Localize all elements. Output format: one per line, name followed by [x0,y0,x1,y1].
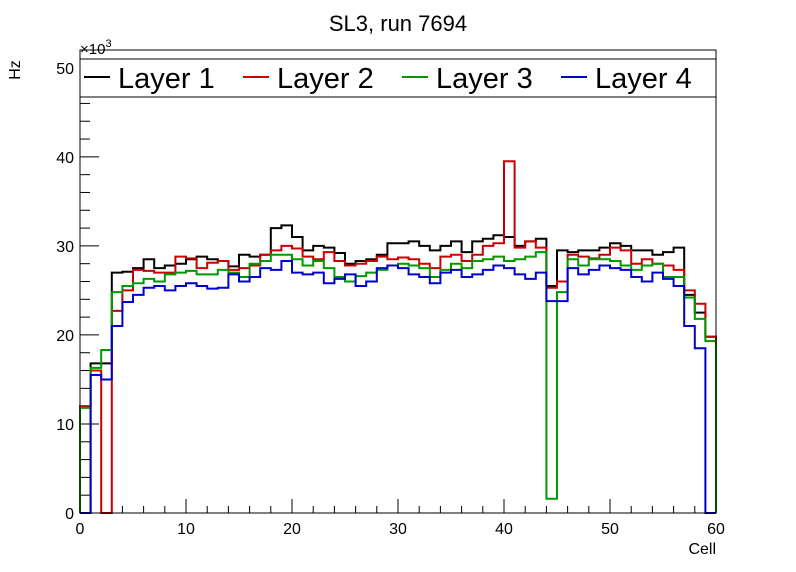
series-layer-4 [80,260,716,514]
y-tick-label: 10 [56,417,74,434]
x-axis-label: Cell [688,541,716,558]
series-layer-2 [79,160,717,514]
legend-label: Layer 1 [118,63,215,95]
y-axis-multiplier: ×103 [80,38,112,58]
x-tick-label: 0 [76,521,85,538]
x-tick-label: 10 [177,521,195,538]
series-layer [79,160,717,514]
legend: Layer 1 Layer 2 Layer 3 Layer 4 [79,58,717,98]
y-tick-label: 40 [56,150,74,167]
x-tick-label: 20 [283,521,301,538]
legend-label: Layer 4 [595,63,692,95]
x-tick-label: 30 [389,521,407,538]
y-axis-label: Hz [7,60,24,80]
x-tick-label: 60 [707,521,725,538]
x-tick-label: 40 [495,521,513,538]
plot-frame [79,49,717,514]
legend-box [79,58,717,98]
x-tick-label: 50 [601,521,619,538]
chart-title: SL3, run 7694 [329,11,467,36]
tick-labels: 0 10 20 30 40 50 60 0 10 20 30 40 50 [56,61,725,538]
y-tick-label: 0 [65,506,74,523]
y-tick-label: 50 [56,61,74,78]
y-tick-label: 20 [56,328,74,345]
axis-ticks [79,49,717,514]
legend-label: Layer 2 [277,63,374,95]
y-tick-label: 30 [56,239,74,256]
legend-label: Layer 3 [436,63,533,95]
